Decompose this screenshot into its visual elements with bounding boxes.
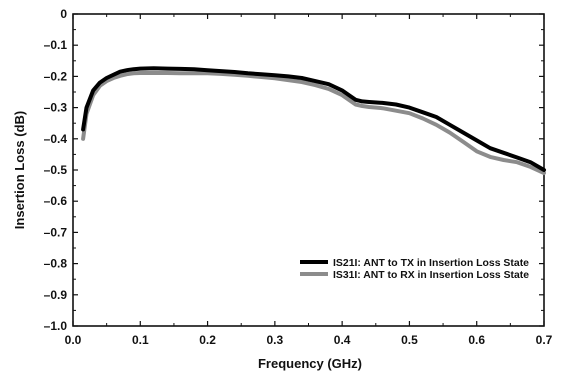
x-tick-label: 0.5 [401,333,418,347]
series-line [81,66,546,172]
y-tick-label: –0.4 [44,132,68,146]
x-tick-label: 0.6 [468,333,485,347]
y-tick-label: –1.0 [44,319,68,333]
y-tick-label: 0 [60,7,67,21]
x-tick-label: 0.2 [199,333,216,347]
x-tick-label: 0.4 [334,333,351,347]
series-lines [81,66,546,176]
axes: 0.0 0.1 0.2 0.3 0.4 0.5 0.6 0.7 0 –0.1 –0.2 –0.3 –0.… [44,7,553,347]
y-tick-label: –0.2 [44,69,68,83]
y-tick-label: –0.5 [44,163,68,177]
series-line [81,71,546,176]
x-axis-label: Frequency (GHz) [258,356,362,371]
legend-label: IS31I: ANT to RX in Insertion Loss State [333,270,529,281]
y-tick-label: –0.6 [44,194,68,208]
x-tick-label: 0.0 [65,333,82,347]
legend: IS21I: ANT to TX in Insertion Loss State… [300,258,529,281]
y-tick-label: –0.7 [44,225,68,239]
legend-label: IS21I: ANT to TX in Insertion Loss State [333,258,529,269]
y-tick-label: –0.3 [44,101,68,115]
y-axis-label: Insertion Loss (dB) [12,111,27,229]
x-tick-label: 0.3 [267,333,284,347]
y-tick-label: –0.8 [44,257,68,271]
x-tick-label: 0.1 [132,333,149,347]
y-tick-label: –0.1 [44,38,68,52]
y-tick-label: –0.9 [44,288,68,302]
x-tick-label: 0.7 [536,333,553,347]
